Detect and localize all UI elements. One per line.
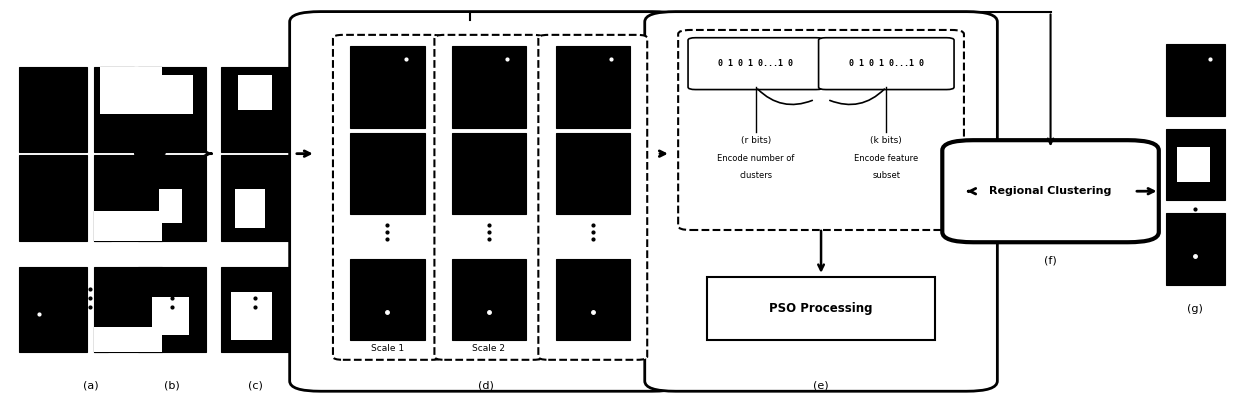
FancyBboxPatch shape [451, 259, 526, 340]
FancyBboxPatch shape [94, 210, 112, 240]
FancyBboxPatch shape [556, 259, 630, 340]
Text: (r bits): (r bits) [740, 136, 771, 145]
Text: subset: subset [872, 171, 900, 180]
FancyBboxPatch shape [350, 46, 424, 128]
Text: (d): (d) [479, 380, 495, 390]
FancyBboxPatch shape [556, 46, 630, 128]
FancyBboxPatch shape [678, 30, 963, 230]
FancyBboxPatch shape [290, 12, 683, 391]
FancyBboxPatch shape [221, 267, 289, 353]
Text: 0 1 0 1 0...1 0: 0 1 0 1 0...1 0 [718, 59, 794, 68]
FancyBboxPatch shape [94, 327, 162, 353]
Text: (g): (g) [1188, 304, 1203, 314]
Text: (e): (e) [813, 380, 828, 390]
FancyBboxPatch shape [100, 67, 162, 114]
Text: Encode number of: Encode number of [717, 155, 795, 164]
FancyBboxPatch shape [151, 297, 190, 335]
FancyBboxPatch shape [155, 75, 192, 114]
FancyBboxPatch shape [221, 155, 289, 240]
FancyBboxPatch shape [451, 46, 526, 128]
FancyBboxPatch shape [19, 155, 87, 240]
FancyBboxPatch shape [234, 189, 265, 228]
Text: ···: ··· [500, 182, 515, 197]
FancyBboxPatch shape [19, 267, 87, 353]
FancyBboxPatch shape [94, 155, 162, 240]
FancyBboxPatch shape [707, 277, 935, 340]
Text: Scale 2: Scale 2 [472, 344, 506, 353]
Text: Encode feature: Encode feature [854, 155, 919, 164]
FancyBboxPatch shape [94, 210, 162, 240]
FancyBboxPatch shape [94, 327, 108, 353]
FancyBboxPatch shape [818, 38, 954, 90]
FancyBboxPatch shape [238, 75, 272, 110]
FancyBboxPatch shape [556, 133, 630, 215]
FancyBboxPatch shape [451, 133, 526, 215]
Text: clusters: clusters [739, 171, 773, 180]
Text: PSO Processing: PSO Processing [769, 302, 873, 315]
Text: (b): (b) [164, 380, 180, 390]
FancyBboxPatch shape [231, 293, 272, 339]
FancyBboxPatch shape [155, 74, 192, 91]
Text: (a): (a) [83, 380, 98, 390]
FancyBboxPatch shape [688, 38, 823, 90]
FancyBboxPatch shape [94, 267, 162, 353]
FancyBboxPatch shape [1178, 147, 1210, 182]
FancyBboxPatch shape [434, 35, 543, 360]
FancyBboxPatch shape [1166, 129, 1225, 200]
FancyBboxPatch shape [100, 67, 134, 91]
FancyBboxPatch shape [1166, 213, 1225, 285]
Text: (k bits): (k bits) [870, 136, 903, 145]
FancyBboxPatch shape [538, 35, 647, 360]
Text: Regional Clustering: Regional Clustering [990, 186, 1112, 196]
FancyBboxPatch shape [350, 133, 424, 215]
FancyBboxPatch shape [19, 67, 87, 152]
Text: (f): (f) [1044, 256, 1056, 266]
FancyBboxPatch shape [159, 189, 182, 224]
Text: (c): (c) [248, 380, 263, 390]
FancyBboxPatch shape [350, 259, 424, 340]
FancyBboxPatch shape [334, 35, 441, 360]
Text: 0 1 0 1 0...1 0: 0 1 0 1 0...1 0 [849, 59, 924, 68]
FancyBboxPatch shape [138, 67, 206, 152]
FancyBboxPatch shape [138, 267, 206, 353]
Text: Scale 1: Scale 1 [371, 344, 404, 353]
FancyBboxPatch shape [645, 12, 997, 391]
FancyBboxPatch shape [1166, 44, 1225, 115]
FancyBboxPatch shape [221, 67, 289, 152]
FancyBboxPatch shape [942, 140, 1159, 242]
FancyBboxPatch shape [138, 155, 206, 240]
FancyBboxPatch shape [94, 67, 162, 152]
